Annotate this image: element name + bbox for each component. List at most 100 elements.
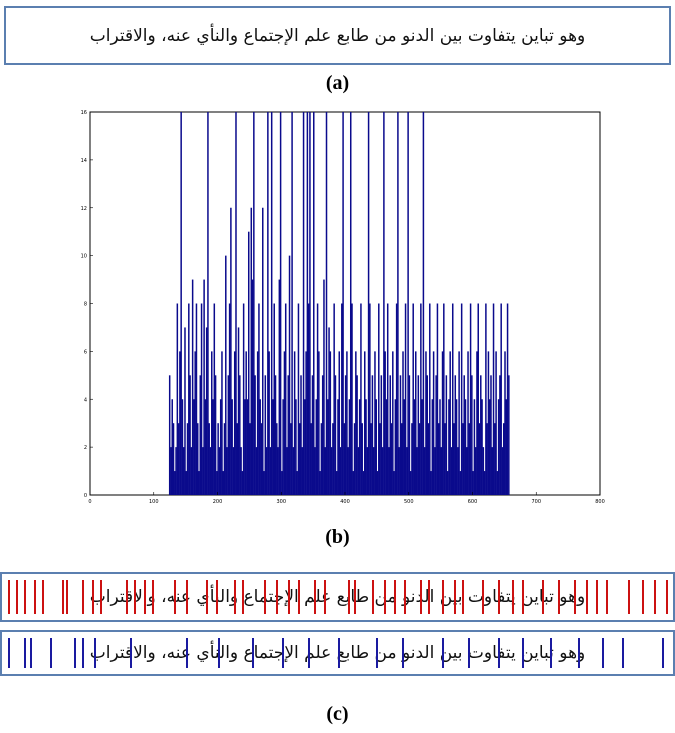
histogram-bar [232, 447, 235, 495]
histogram-bar [423, 447, 426, 495]
histogram-bar [307, 303, 310, 495]
histogram-bar [390, 423, 393, 495]
histogram-bar [436, 303, 439, 495]
histogram-bar [499, 375, 501, 495]
histogram-bar [411, 423, 413, 495]
histogram-bar [494, 423, 496, 495]
histogram-bar [443, 303, 445, 495]
x-tick-label: 800 [595, 499, 605, 505]
histogram-bar [277, 447, 279, 495]
histogram-bar [262, 207, 264, 495]
segment-separator [62, 580, 64, 614]
histogram-bar [453, 423, 455, 495]
histogram-bar [325, 112, 328, 495]
histogram-bar [276, 423, 278, 495]
histogram-bar [221, 351, 223, 495]
histogram-bar [488, 399, 491, 495]
y-tick-label: 12 [81, 206, 87, 212]
segment-separator [30, 638, 32, 668]
histogram-bar [418, 423, 421, 495]
histogram-bar [444, 423, 446, 495]
segment-separator [8, 638, 10, 668]
histogram-bar [222, 471, 224, 495]
histogram-bar [464, 399, 467, 495]
histogram-bar [314, 447, 316, 495]
histogram-bar [337, 399, 339, 495]
histogram-bar [427, 423, 430, 495]
histogram-bar [231, 399, 233, 495]
histogram-bar [218, 447, 221, 495]
histogram-bar [205, 327, 208, 495]
caption-c: (c) [326, 703, 349, 725]
histogram-bar [346, 351, 348, 495]
histogram-bar [380, 375, 383, 495]
histogram-bar [343, 423, 346, 495]
histogram-bar [328, 327, 330, 495]
histogram-bar [446, 471, 449, 495]
histogram-bar [311, 375, 314, 495]
histogram-bar [279, 112, 282, 495]
histogram-bar [508, 375, 510, 495]
histogram-bar [268, 351, 270, 495]
histogram-bar [365, 399, 367, 495]
histogram-bar [274, 375, 277, 495]
histogram-bar [293, 351, 296, 495]
segment-separator [586, 580, 588, 614]
histogram-bar [281, 471, 283, 495]
histogram-bar [383, 112, 385, 495]
histogram-bar [295, 399, 297, 495]
histogram-bar [211, 351, 213, 495]
histogram-bar [351, 303, 353, 495]
histogram-bar [502, 423, 505, 495]
segment-separator [628, 580, 630, 614]
y-tick-label: 10 [81, 254, 87, 260]
histogram-bar [417, 375, 420, 495]
histogram-bar [327, 399, 329, 495]
histogram-bar [225, 255, 227, 495]
histogram-bar [490, 375, 492, 495]
histogram-bar [347, 447, 349, 495]
histogram-bar [170, 447, 172, 495]
histogram-bar [186, 423, 189, 495]
histogram-bar [255, 447, 258, 495]
histogram-bar [384, 351, 386, 495]
histogram-bar [361, 423, 363, 495]
histogram-bar [394, 399, 397, 495]
histogram-bar [330, 447, 333, 495]
histogram-bar [458, 351, 460, 495]
histogram-bar [420, 303, 422, 495]
histogram-bar [263, 471, 265, 495]
segment-separator [34, 580, 36, 614]
histogram-bar [399, 375, 402, 495]
histogram-bar [415, 351, 417, 495]
histogram-bar [392, 351, 394, 495]
histogram-bar [297, 303, 300, 495]
histogram-bar [471, 375, 473, 495]
histogram-bar [357, 447, 360, 495]
histogram-bar [403, 399, 406, 495]
histogram-bar [400, 423, 403, 495]
histogram-bar [454, 375, 457, 495]
histogram-bar [367, 112, 370, 495]
histogram-bar [189, 375, 191, 495]
x-tick-label: 600 [468, 499, 478, 505]
histogram-bar [370, 423, 372, 495]
histogram-bar [352, 471, 355, 495]
histogram-bar [463, 375, 465, 495]
histogram-bar [416, 447, 418, 495]
histogram-bar [473, 399, 476, 495]
histogram-bar [316, 303, 319, 495]
x-tick-label: 0 [88, 499, 91, 505]
histogram-bar [185, 471, 188, 495]
x-tick-label: 300 [276, 499, 286, 505]
histogram-bar [286, 447, 288, 495]
histogram-bar [181, 399, 184, 495]
histogram-bar [219, 399, 222, 495]
histogram-bar [342, 112, 344, 495]
histogram-chart: 0 100 200 300 400 500 600 700 800 0 2 4 6 8 10 12 14 16 [81, 110, 605, 505]
y-tick-label: 6 [84, 349, 87, 355]
histogram-bar [421, 399, 423, 495]
histogram-bar [495, 351, 497, 495]
histogram-bar [482, 447, 485, 495]
histogram-bar [348, 399, 351, 495]
